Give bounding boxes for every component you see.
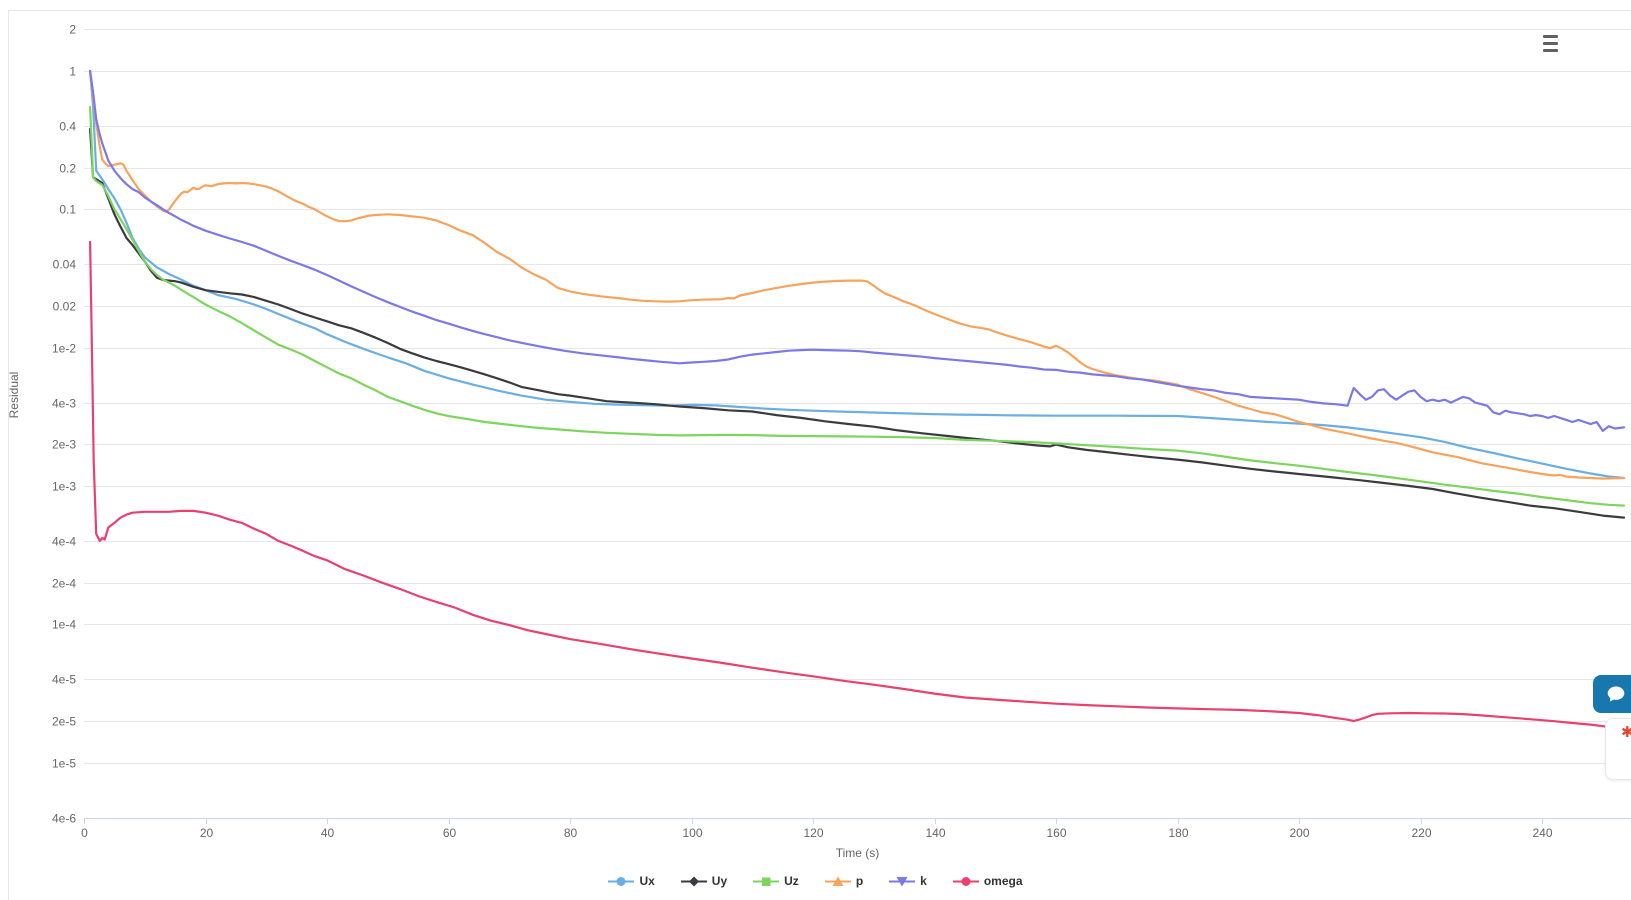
legend-label: omega — [983, 874, 1023, 888]
y-tick-label: 0.1 — [59, 203, 76, 217]
y-tick-label: 2e-5 — [52, 715, 76, 729]
chat-bubble-icon — [1607, 686, 1625, 702]
y-tick-label: 1e-2 — [52, 342, 76, 356]
y-tick-label: 4e-6 — [52, 812, 76, 826]
legend-marker-circle-icon — [608, 876, 635, 886]
y-tick-label: 2 — [69, 23, 76, 37]
chart-context-menu-button[interactable] — [1543, 34, 1560, 53]
y-tick-label: 4e-3 — [52, 397, 76, 411]
x-tick-label: 240 — [1532, 826, 1552, 840]
x-tick-label: 220 — [1411, 826, 1431, 840]
legend-marker-square-icon — [753, 877, 780, 886]
x-tick-label: 100 — [682, 826, 702, 840]
legend-label: Uz — [784, 874, 799, 888]
legend-item-Ux[interactable]: Ux — [608, 874, 655, 888]
y-tick-label: 4e-5 — [52, 673, 76, 687]
y-tick-label: 0.2 — [59, 162, 76, 176]
y-axis-labels: 2 1 0.4 0.2 0.1 0.04 0.02 1e-2 4e-3 2e-3 1e-3 4e-4 2… — [52, 23, 76, 826]
x-tick-label: 120 — [803, 826, 823, 840]
series-group — [88, 69, 1626, 731]
legend-label: p — [855, 874, 864, 888]
y-tick-label: 2e-4 — [52, 577, 76, 591]
x-tick-label: 160 — [1046, 826, 1066, 840]
legend-item-Uz[interactable]: Uz — [753, 874, 799, 888]
series-line-p — [88, 69, 1626, 480]
chat-widget-button[interactable] — [1593, 675, 1631, 713]
x-tick-label: 0 — [81, 826, 88, 840]
x-tick-label: 20 — [200, 826, 214, 840]
series-line-k — [88, 69, 1626, 432]
gridlines — [84, 29, 1631, 819]
legend-marker-triangle-down-icon — [889, 876, 916, 886]
x-tick-label: 140 — [925, 826, 945, 840]
series-line-Ux — [88, 69, 1626, 480]
y-tick-label: 1e-4 — [52, 618, 76, 632]
series-line-omega — [88, 240, 1626, 731]
legend-item-omega[interactable]: omega — [952, 874, 1023, 888]
chart-legend: Ux Uy Uz p k omega — [0, 874, 1631, 888]
flame-icon: ✱ — [1621, 724, 1631, 741]
y-tick-label: 1 — [69, 65, 76, 79]
legend-marker-circle-icon — [952, 876, 979, 886]
x-axis-title: Time (s) — [835, 846, 880, 860]
y-tick-label: 1e-3 — [52, 480, 76, 494]
x-tick-label: 200 — [1289, 826, 1309, 840]
hamburger-icon — [1543, 35, 1558, 38]
x-tick-label: 80 — [564, 826, 578, 840]
y-tick-label: 0.02 — [53, 300, 77, 314]
legend-label: Uy — [711, 874, 728, 888]
legend-marker-diamond-icon — [680, 876, 707, 886]
legend-item-k[interactable]: k — [889, 874, 927, 888]
y-tick-label: 0.4 — [59, 120, 76, 134]
series-line-Uy — [88, 128, 1626, 519]
y-tick-label: 2e-3 — [52, 438, 76, 452]
legend-item-Uy[interactable]: Uy — [680, 874, 728, 888]
series-line-Uz — [88, 105, 1626, 507]
y-tick-label: 0.04 — [53, 258, 77, 272]
legend-item-p[interactable]: p — [824, 874, 864, 888]
legend-marker-triangle-icon — [824, 876, 851, 886]
legend-label: Ux — [639, 874, 655, 888]
y-axis-title: Residual — [7, 371, 21, 419]
legend-label: k — [920, 874, 927, 888]
x-tick-label: 40 — [321, 826, 335, 840]
y-tick-label: 4e-4 — [52, 535, 76, 549]
x-axis: 0 20 40 60 80 100 120 140 160 180 200 220 240 — [81, 818, 1631, 840]
y-tick-label: 1e-5 — [52, 757, 76, 771]
x-tick-label: 60 — [443, 826, 457, 840]
feedback-widget-card[interactable]: ✱ — [1605, 718, 1631, 780]
x-tick-label: 180 — [1168, 826, 1188, 840]
